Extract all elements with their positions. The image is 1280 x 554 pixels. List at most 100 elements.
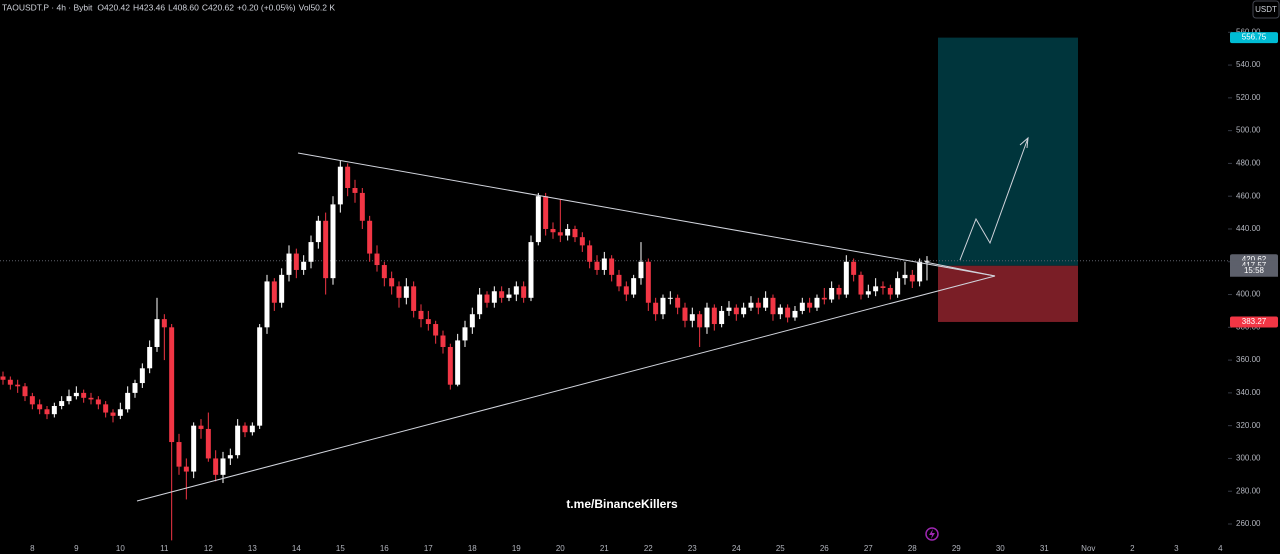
x-tick-label: 20 — [556, 544, 565, 553]
candle-body — [433, 324, 439, 336]
candle-body — [73, 392, 79, 397]
plot: 8 9 10 11 12 13 14 15 16 17 18 19 20 21 22 23 24 25 26 27 28… — [0, 37, 1228, 554]
header-item: +0.20 (+0.05%) — [237, 2, 296, 12]
candle-body — [785, 307, 791, 318]
candle-body — [638, 261, 644, 279]
candle-body — [242, 425, 248, 433]
candle-body — [205, 428, 211, 459]
candle-body — [565, 228, 571, 236]
x-tick-label: 14 — [292, 544, 301, 553]
candle-body — [902, 274, 908, 279]
axis-layer: 260.00280.00300.00320.00340.00360.00380.… — [1228, 27, 1278, 528]
candle-body — [95, 399, 101, 405]
candle-body — [733, 307, 739, 315]
candle-body — [491, 291, 497, 303]
alert-icon[interactable] — [925, 527, 939, 541]
candle-body — [829, 287, 835, 300]
candle-body — [550, 228, 556, 233]
candle-body — [499, 291, 505, 298]
candle-body — [535, 196, 541, 243]
x-tick-label: 8 — [30, 544, 35, 553]
candle-body — [425, 319, 431, 325]
candle-body — [623, 286, 629, 295]
candle-body — [873, 286, 879, 292]
candle-body — [323, 220, 329, 279]
candle-body — [704, 307, 710, 328]
candle-body — [770, 297, 776, 315]
x-tick-label: 24 — [732, 544, 741, 553]
header: TAOUSDT.P · 4h · Bybit O420.42 H423.46 L408… — [2, 2, 335, 12]
candle-body — [88, 397, 94, 400]
candle-body — [308, 242, 314, 262]
candle-body — [719, 310, 725, 325]
candle-body — [667, 297, 673, 299]
candle-body — [462, 327, 468, 341]
triangle-upper — [297, 152, 996, 277]
price-tag-label: 383.27 — [1242, 317, 1267, 326]
candle-body — [330, 204, 336, 279]
candle-body — [37, 404, 43, 410]
candle-body — [103, 404, 109, 413]
y-tick-label: 560.00 — [1236, 27, 1261, 36]
x-tick-label: 31 — [1040, 544, 1049, 553]
projection-arrow — [959, 137, 1029, 261]
candle-body — [763, 297, 769, 308]
candle-body — [66, 396, 72, 402]
candle-body — [880, 286, 886, 288]
y-tick-label: 340.00 — [1236, 388, 1261, 397]
candle-body — [161, 319, 167, 328]
y-tick-label: 460.00 — [1236, 191, 1261, 200]
x-tick-label: 19 — [512, 544, 521, 553]
candle-body — [44, 409, 50, 415]
x-tick-label: 16 — [380, 544, 389, 553]
candle-body — [169, 327, 175, 443]
candle-body — [521, 286, 527, 298]
candle-body — [755, 302, 761, 308]
candle-body — [315, 220, 321, 243]
candle-body — [865, 291, 871, 295]
price-tag — [1230, 32, 1278, 44]
y-tick-label: 320.00 — [1236, 421, 1261, 430]
currency-button[interactable] — [1252, 0, 1280, 19]
candle-body — [572, 228, 578, 238]
candle-body — [506, 294, 512, 298]
candle-body — [821, 297, 827, 300]
x-tick-label: 25 — [776, 544, 785, 553]
x-tick-label: 15 — [336, 544, 345, 553]
candle-body — [543, 196, 549, 229]
y-tick-label: 360.00 — [1236, 355, 1261, 364]
candle-body — [807, 302, 813, 308]
candle-body — [359, 192, 365, 221]
candle-body — [601, 258, 607, 270]
candle-body — [726, 307, 732, 311]
candle-body — [653, 302, 659, 315]
x-tick-label: 23 — [688, 544, 697, 553]
candle-body — [440, 335, 446, 347]
candle-body — [631, 278, 637, 295]
x-tick-label: 30 — [996, 544, 1005, 553]
x-tick-label: 21 — [600, 544, 609, 553]
x-tick-label: 4 — [1218, 544, 1223, 553]
candle-body — [579, 237, 585, 246]
candle-body — [689, 314, 695, 321]
header-item: TAOUSDT.P · 4h · Bybit — [2, 2, 93, 12]
y-tick-label: 480.00 — [1236, 159, 1261, 168]
y-tick-label: 400.00 — [1236, 290, 1261, 299]
candle-body — [183, 466, 189, 472]
candle-body — [748, 302, 754, 308]
candle-body — [51, 405, 57, 415]
candle-body — [213, 458, 219, 475]
x-tick-label: 3 — [1174, 544, 1179, 553]
countdown: 15:58 — [1244, 266, 1265, 275]
candle-body — [235, 425, 241, 456]
y-tick-label: 540.00 — [1236, 60, 1261, 69]
x-tick-label: 12 — [204, 544, 213, 553]
header-item: 50.2 K — [310, 2, 335, 12]
candle-body — [741, 307, 747, 315]
candle-body — [909, 274, 915, 282]
candle-body — [814, 297, 820, 308]
x-tick-label: 13 — [248, 544, 257, 553]
candle-body — [249, 425, 255, 433]
candle-body — [587, 245, 593, 262]
header-item: L408.60 — [168, 2, 199, 12]
